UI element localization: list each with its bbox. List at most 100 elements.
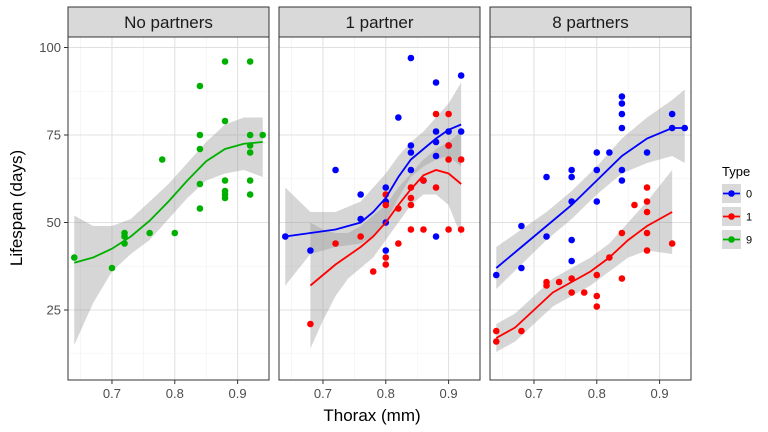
data-point <box>407 166 415 174</box>
legend-key-point <box>728 236 735 243</box>
legend-label: 1 <box>746 212 752 224</box>
x-tick-label: 0.7 <box>103 386 121 401</box>
y-axis: 25 50 75 100 <box>39 40 68 318</box>
data-point <box>618 110 626 118</box>
data-point <box>369 268 377 275</box>
data-point <box>432 233 440 240</box>
legend-label: 9 <box>746 235 752 247</box>
confidence-band <box>74 117 263 345</box>
facet-panel: 8 partners <box>489 6 692 381</box>
data-point <box>307 247 314 254</box>
data-point <box>445 110 452 118</box>
y-tick-label: 50 <box>47 215 61 230</box>
confidence-band <box>310 131 462 349</box>
data-point <box>196 180 204 188</box>
data-point <box>568 257 575 265</box>
data-point <box>618 275 626 282</box>
data-point <box>407 149 415 156</box>
facet-label: 8 partners <box>552 13 629 32</box>
data-point <box>518 327 525 335</box>
data-point <box>643 149 651 156</box>
data-point <box>445 156 452 163</box>
legend-item: 1 <box>722 207 752 226</box>
confidence-band <box>496 89 685 289</box>
facet-panel: No partners <box>67 6 270 381</box>
facet-strip <box>278 6 481 38</box>
data-point <box>457 226 465 233</box>
data-point <box>618 100 626 107</box>
data-point <box>432 110 440 118</box>
facet-panels: No partners 1 partner 8 partners <box>67 6 692 381</box>
fit-line <box>309 169 462 287</box>
data-point <box>221 187 229 195</box>
y-tick-label: 25 <box>47 303 61 318</box>
data-point <box>407 194 415 202</box>
data-point <box>196 205 204 212</box>
data-point <box>568 289 575 296</box>
data-point <box>221 58 229 65</box>
y-tick-label: 100 <box>39 40 61 55</box>
x-tick-label: 0.9 <box>651 386 669 401</box>
data-point <box>555 278 563 286</box>
data-point <box>492 338 500 345</box>
x-tick-label: 0.7 <box>525 386 543 401</box>
x-tick-label: 0.8 <box>588 386 606 401</box>
data-point <box>158 156 166 163</box>
data-point <box>457 128 465 135</box>
y-axis-title: Lifespan (days) <box>7 150 26 266</box>
data-point <box>492 271 500 279</box>
data-point <box>543 233 550 240</box>
data-point <box>618 93 626 100</box>
data-point <box>432 128 440 135</box>
legend-item: 0 <box>722 184 752 203</box>
legend-label: 0 <box>746 189 752 201</box>
data-point <box>643 184 651 191</box>
x-tick-label: 0.8 <box>166 386 184 401</box>
data-point <box>543 278 550 286</box>
plot-background <box>490 37 691 380</box>
data-point <box>121 229 128 237</box>
fit-line <box>495 211 673 339</box>
data-point <box>407 184 415 191</box>
data-point <box>593 271 601 279</box>
data-point <box>618 124 626 132</box>
data-point <box>407 201 415 209</box>
data-point <box>457 72 465 79</box>
data-point <box>382 261 390 268</box>
data-point <box>568 166 575 174</box>
data-point <box>246 58 254 65</box>
legend-item: 9 <box>722 230 752 249</box>
data-point <box>618 229 626 237</box>
data-point <box>668 110 676 118</box>
data-point <box>382 247 390 254</box>
data-point <box>382 184 390 191</box>
data-point <box>221 117 229 125</box>
panel-border <box>67 36 270 381</box>
data-point <box>246 149 254 156</box>
data-point <box>395 240 402 247</box>
data-point <box>445 142 452 149</box>
panel-border <box>489 36 692 381</box>
data-point <box>568 236 575 244</box>
x-tick-label: 0.8 <box>377 386 395 401</box>
plot-background <box>68 37 269 380</box>
data-point <box>146 229 153 237</box>
data-point <box>593 292 601 300</box>
confidence-band <box>285 82 462 286</box>
fit-line <box>285 123 462 238</box>
data-point <box>108 264 116 272</box>
data-point <box>70 254 78 261</box>
data-point <box>407 226 415 233</box>
data-point <box>259 131 267 139</box>
data-point <box>518 222 525 230</box>
data-point <box>221 177 229 184</box>
panel-border <box>278 36 481 381</box>
data-point <box>643 198 651 205</box>
facet-label: No partners <box>124 13 213 32</box>
data-point <box>395 114 402 121</box>
data-point <box>618 166 626 174</box>
x-axis: 0.7 0.8 0.9 0.7 0.8 0.9 0.7 0.8 0.9 <box>103 380 669 401</box>
data-point <box>420 177 427 184</box>
data-point <box>357 233 364 240</box>
data-point <box>307 320 314 328</box>
